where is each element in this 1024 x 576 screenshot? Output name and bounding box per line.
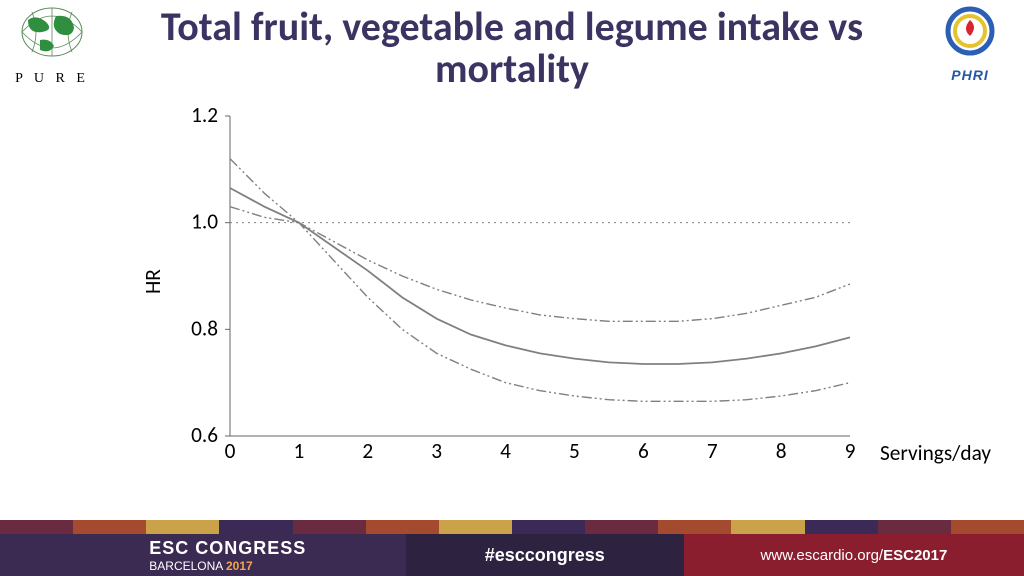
- svg-text:0.6: 0.6: [191, 422, 218, 448]
- svg-text:1.2: 1.2: [191, 106, 218, 128]
- svg-text:9: 9: [845, 438, 856, 464]
- footer-right-text: www.escardio.org/ESC2017: [761, 547, 948, 564]
- svg-text:1.0: 1.0: [191, 209, 218, 235]
- svg-text:7: 7: [707, 438, 718, 464]
- footer-left-line2: BARCELONA 2017: [149, 559, 306, 573]
- chart-svg: 0.6 0.8 1.0 1.2 0 1 2 3 4 5 6 7 8 9: [180, 106, 860, 466]
- footer-left-line1: ESC CONGRESS: [149, 538, 306, 559]
- slide-title: Total fruit, vegetable and legume intake…: [0, 6, 1024, 90]
- svg-text:4: 4: [500, 438, 511, 464]
- svg-text:1: 1: [293, 438, 304, 464]
- footer-right: www.escardio.org/ESC2017: [684, 534, 1024, 576]
- footer-left: ESC CONGRESS BARCELONA 2017: [0, 534, 406, 576]
- svg-text:0: 0: [225, 438, 236, 464]
- svg-text:2: 2: [362, 438, 373, 464]
- svg-text:6: 6: [638, 438, 649, 464]
- footer-color-strip: [0, 520, 1024, 534]
- footer-banner: ESC CONGRESS BARCELONA 2017 #esccongress…: [0, 534, 1024, 576]
- svg-text:3: 3: [431, 438, 442, 464]
- svg-text:8: 8: [776, 438, 787, 464]
- x-axis-label: Servings/day: [880, 440, 991, 466]
- slide: P U R E PHRI Total fruit, vegetable and …: [0, 0, 1024, 576]
- svg-text:0.8: 0.8: [191, 315, 218, 341]
- footer-mid: #esccongress: [406, 534, 684, 576]
- series-central: [230, 188, 850, 364]
- svg-text:5: 5: [569, 438, 580, 464]
- hr-chart: 0.6 0.8 1.0 1.2 0 1 2 3 4 5 6 7 8 9: [180, 106, 860, 466]
- y-axis-label: HR: [140, 269, 166, 294]
